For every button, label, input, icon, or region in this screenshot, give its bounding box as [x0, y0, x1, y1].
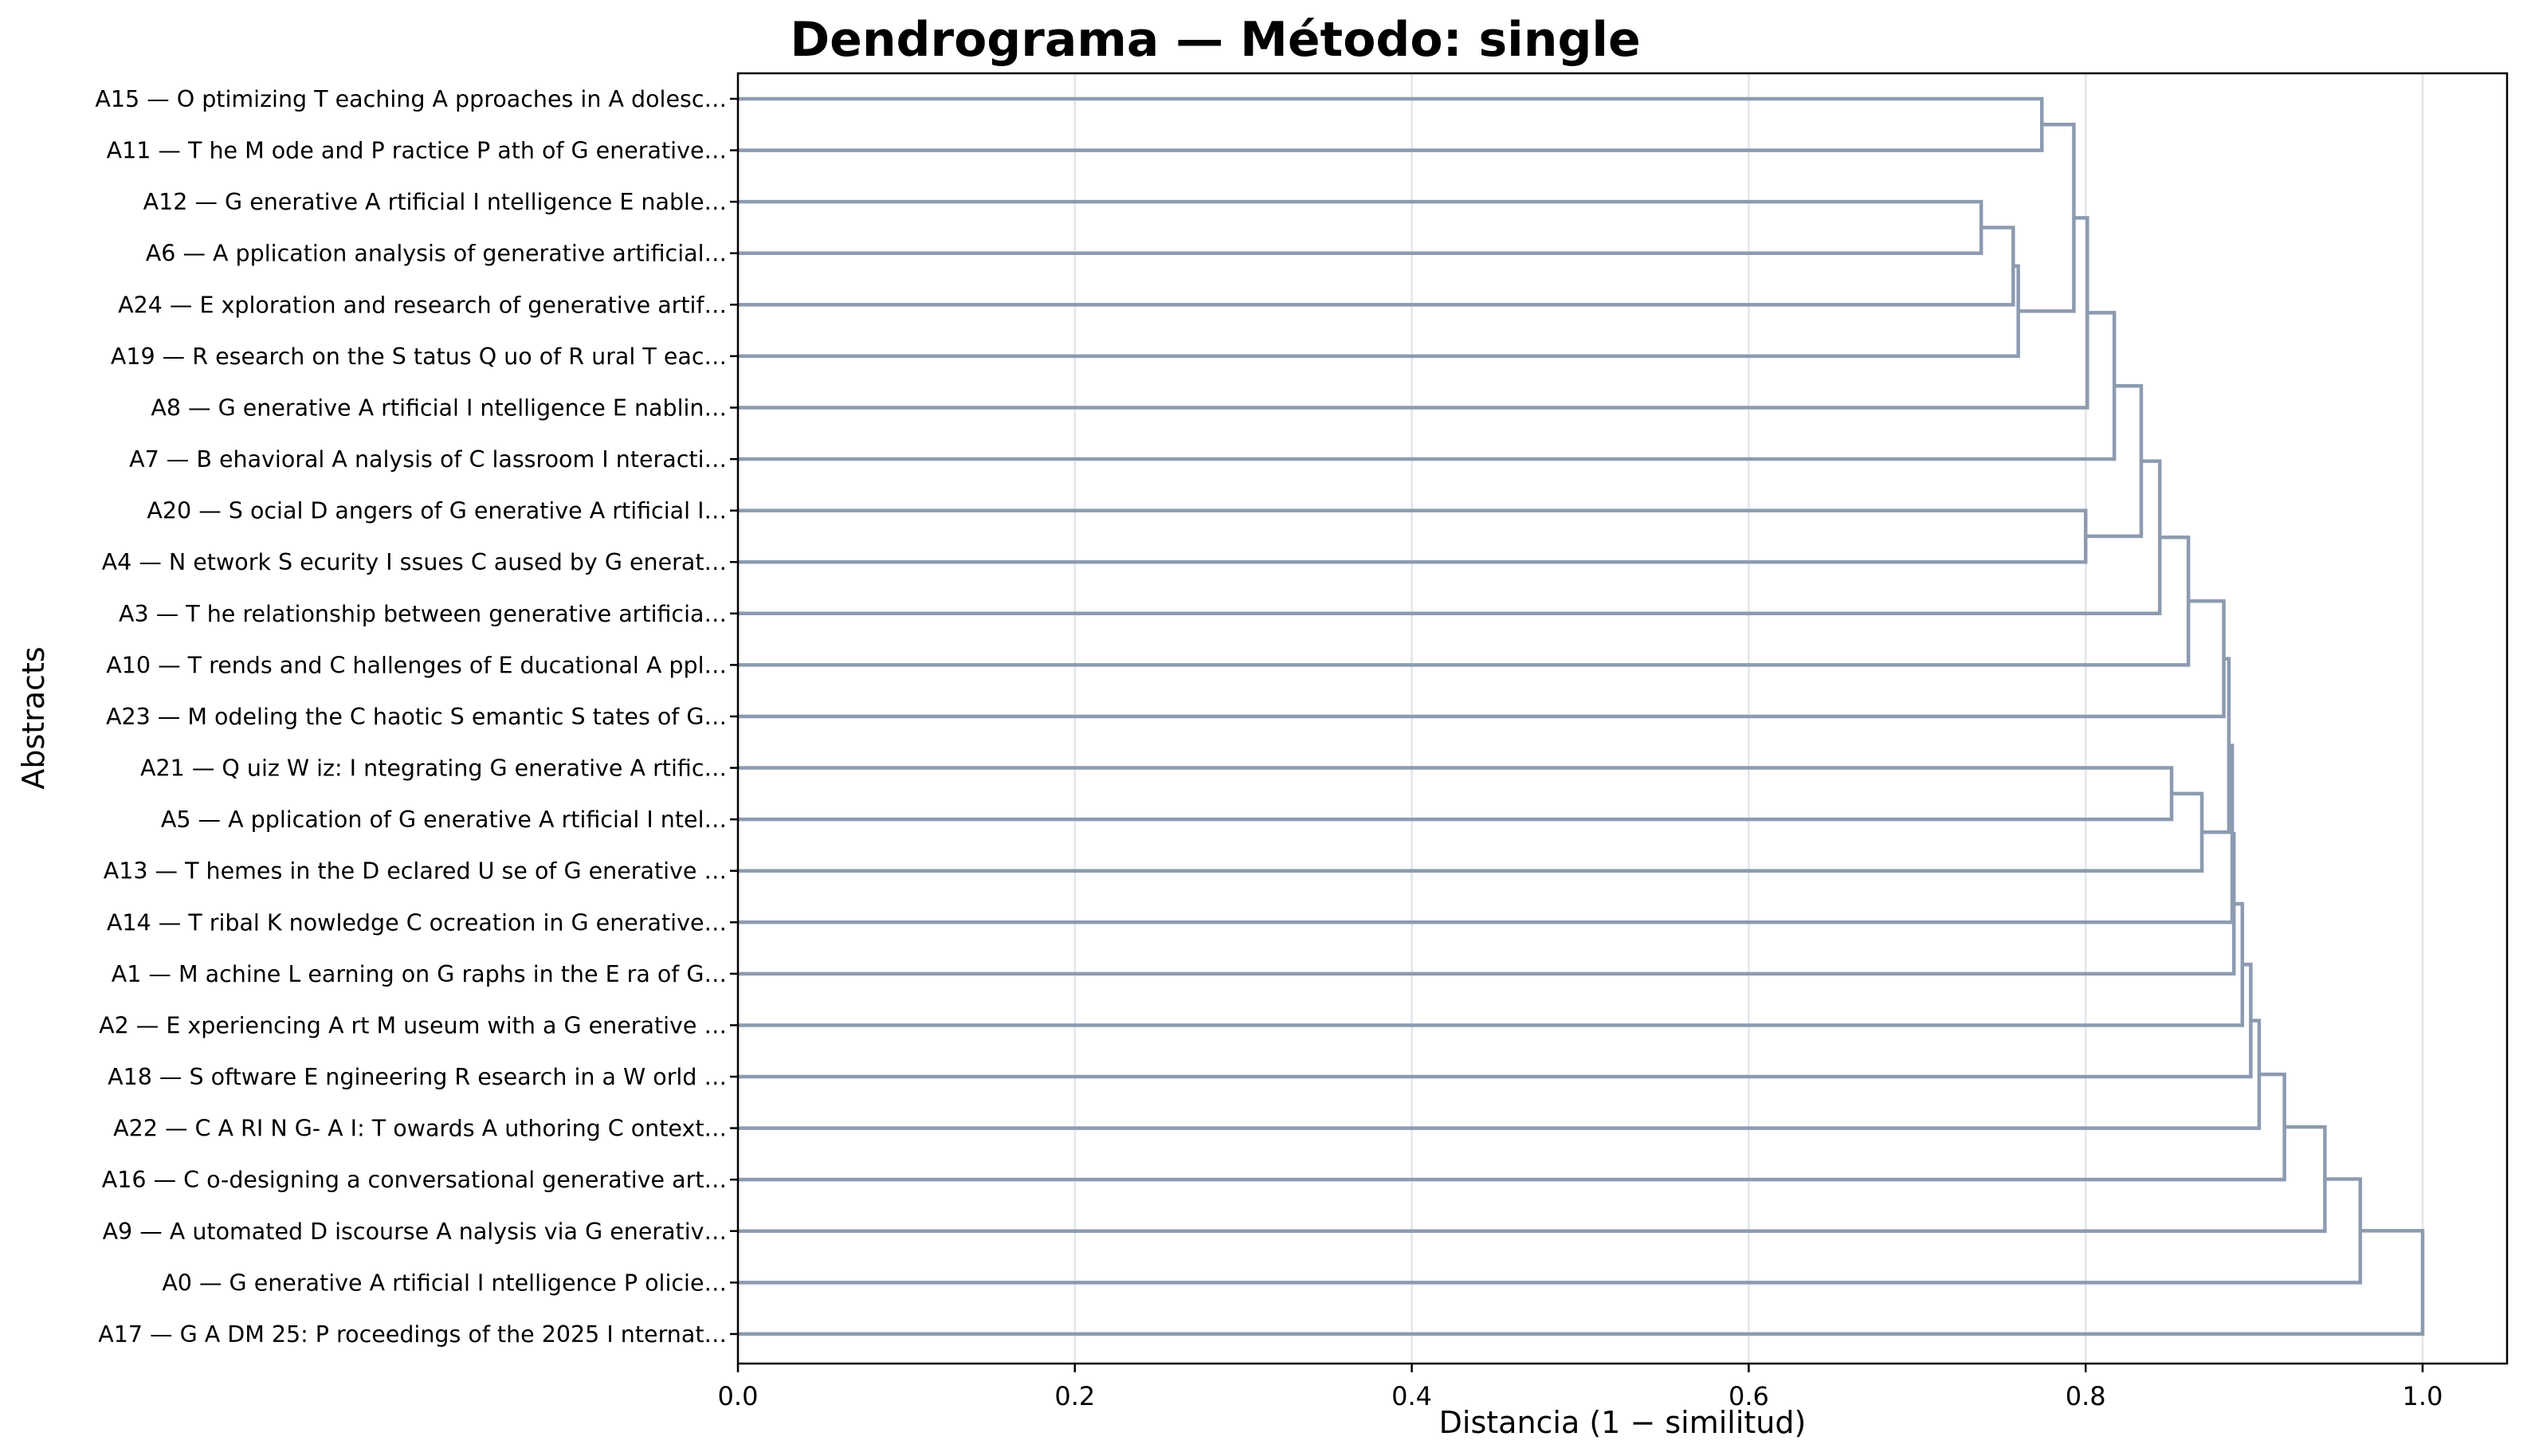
dendrogram-link: [738, 311, 2117, 461]
x-tick-label: 0.0: [718, 1381, 759, 1411]
dendrogram-link: [738, 766, 2174, 822]
dendrogram-link: [2085, 383, 2144, 539]
chart-title: Dendrograma — Método: single: [790, 12, 1640, 68]
dendrogram-link: [738, 264, 2020, 359]
dendrogram-link: [738, 901, 2245, 1027]
leaf-label: A22 — C A RI N G- A I: T owards A uthori…: [113, 1116, 727, 1142]
x-axis-label: Distancia (1 − similitud): [1439, 1405, 1807, 1440]
leaf-label: A0 — G enerative A rtificial I ntelligen…: [162, 1270, 727, 1296]
leaf-label: A14 — T ribal K nowledge C ocreation in …: [107, 909, 727, 936]
leaf-label: A20 — S ocial D angers of G enerative A …: [147, 498, 727, 524]
leaf-label: A4 — N etwork S ecurity I ssues C aused …: [102, 549, 727, 575]
dendrogram-link: [738, 791, 2204, 873]
x-tick-label: 1.0: [2403, 1381, 2443, 1411]
dendrogram-link: [738, 1018, 2262, 1130]
x-tick-label: 0.2: [1054, 1381, 1095, 1411]
leaf-label: A2 — E xperiencing A rt M useum with a G…: [99, 1012, 727, 1038]
y-axis-label: Abstracts: [16, 646, 51, 789]
dendrogram-link: [2018, 123, 2076, 313]
leaf-label: A12 — G enerative A rtificial I ntellige…: [143, 189, 727, 215]
dendrogram-link: [738, 226, 2015, 307]
leaf-label: A8 — G enerative A rtificial I ntelligen…: [151, 394, 727, 421]
leaf-label: A19 — R esearch on the S tatus Q uo of R…: [111, 343, 727, 370]
leaf-label: A17 — G A DM 25: P roceedings of the 202…: [98, 1321, 727, 1348]
leaf-label: A11 — T he M ode and P ractice P ath of …: [107, 138, 727, 164]
dendrogram-links: [738, 96, 2425, 1336]
plot-frame: [736, 72, 2509, 1365]
leaf-label: A1 — M achine L earning on G raphs in th…: [112, 961, 727, 987]
leaf-label: A15 — O ptimizing T eaching A pproaches …: [95, 86, 727, 112]
grid-lines: [1073, 73, 2424, 1364]
leaf-label: A13 — T hemes in the D eclared U se of G…: [104, 858, 727, 885]
dendrogram-link: [738, 535, 2191, 667]
leaf-labels: A15 — O ptimizing T eaching A pproaches …: [95, 86, 738, 1348]
dendrogram-link: [738, 216, 2089, 410]
dendrogram-link: [738, 96, 2044, 152]
leaf-label: A6 — A pplication analysis of generative…: [146, 241, 727, 267]
leaf-label: A21 — Q uiz W iz: I ntegrating G enerati…: [140, 755, 727, 782]
dendrogram-link: [738, 1229, 2425, 1336]
dendrogram-link: [738, 744, 2235, 924]
dendrogram-link: [738, 1177, 2363, 1285]
dendrogram-link: [738, 599, 2226, 719]
x-axis-ticks: 0.0 0.2 0.4 0.6 0.8 1.0: [718, 1364, 2443, 1411]
x-tick-label: 0.8: [2066, 1381, 2106, 1411]
x-tick-label: 0.6: [1728, 1381, 1769, 1411]
leaf-label: A23 — M odeling the C haotic S emantic S…: [106, 704, 727, 730]
dendrogram-link: [738, 459, 2162, 616]
dendrogram-link: [738, 1072, 2286, 1182]
leaf-label: A5 — A pplication of G enerative A rtifi…: [161, 806, 727, 833]
x-tick-label: 0.4: [1391, 1381, 1432, 1411]
leaf-label: A18 — S oftware E ngineering R esearch i…: [108, 1064, 727, 1090]
leaf-label: A9 — A utomated D iscourse A nalysis via…: [103, 1219, 727, 1245]
dendrogram-link: [738, 199, 1983, 255]
dendrogram-link: [738, 963, 2253, 1079]
leaf-label: A24 — E xploration and research of gener…: [118, 292, 727, 318]
leaf-label: A7 — B ehavioral A nalysis of C lassroom…: [129, 446, 727, 473]
leaf-label: A3 — T he relationship between generativ…: [119, 601, 727, 627]
leaf-label: A16 — C o-designing a conversational gen…: [102, 1167, 727, 1193]
leaf-label: A10 — T rends and C hallenges of E ducat…: [106, 652, 727, 678]
dendrogram-link: [738, 832, 2236, 976]
